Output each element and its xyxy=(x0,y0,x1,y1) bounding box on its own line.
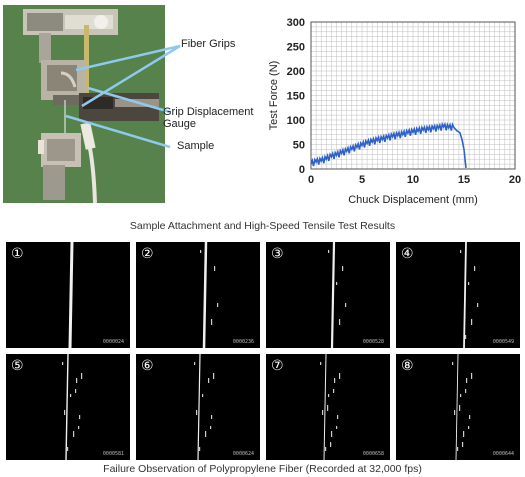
y-tick-label: 250 xyxy=(287,42,305,54)
fiber-image xyxy=(320,354,341,460)
failure-frame: ② 0000236 xyxy=(136,242,260,348)
failure-frame: ③ 0000528 xyxy=(266,242,390,348)
fiber-image xyxy=(328,242,347,348)
frame-stamp: 0000528 xyxy=(362,339,384,345)
y-axis-label: Test Force (N) xyxy=(268,61,280,131)
label-fiber-grips: Fiber Grips xyxy=(181,38,236,50)
failure-frame: ⑥ 0000624 xyxy=(136,354,260,460)
frame-number: ⑥ xyxy=(141,358,154,374)
fiber-image xyxy=(68,242,74,348)
failure-frame: ⑧ 0000644 xyxy=(396,354,520,460)
y-tick-label: 100 xyxy=(287,115,305,127)
failure-frame: ① 0000024 xyxy=(6,242,130,348)
frame-stamp: 0000024 xyxy=(102,339,124,345)
frame-number: ② xyxy=(141,246,154,262)
failure-frame: ⑤ 0000581 xyxy=(6,354,130,460)
fiber-image xyxy=(460,242,479,348)
x-tick-label: 5 xyxy=(359,174,365,186)
x-tick-label: 10 xyxy=(407,174,419,186)
y-tick-label: 200 xyxy=(287,66,305,78)
y-tick-label: 0 xyxy=(299,164,305,176)
fiber-image xyxy=(62,354,83,460)
x-tick-label: 20 xyxy=(509,174,521,186)
frame-stamp: 0000658 xyxy=(362,451,384,457)
failure-frame: ④ 0000549 xyxy=(396,242,520,348)
frame-number: ⑧ xyxy=(401,358,414,374)
label-sample: Sample xyxy=(177,140,215,152)
frame-number: ① xyxy=(11,246,24,262)
frame-number: ⑤ xyxy=(11,358,24,374)
frame-stamp: 0000644 xyxy=(492,451,514,457)
photo-callouts: Fiber Grips Grip Displacement Gauge Samp… xyxy=(0,0,265,205)
caption-bottom: Failure Observation of Polypropylene Fib… xyxy=(103,463,422,475)
y-tick-label: 50 xyxy=(293,140,305,152)
frame-stamp: 0000624 xyxy=(232,451,254,457)
label-gauge: Gauge xyxy=(163,118,197,130)
y-tick-label: 300 xyxy=(287,17,305,29)
series-line xyxy=(310,121,467,169)
frame-number: ④ xyxy=(401,246,414,262)
frame-stamp: 0000236 xyxy=(232,339,254,345)
frame-stamp: 0000581 xyxy=(102,451,124,457)
tensile-test-chart: 0 50 100 150 200 250 300 0 5 10 15 20 Chuck Displace… xyxy=(268,17,521,206)
plot-frame xyxy=(310,21,516,170)
callout-lines xyxy=(65,44,181,149)
caption-top: Sample Attachment and High-Speed Tensile… xyxy=(129,220,396,232)
x-axis-label: Chuck Displacement (mm) xyxy=(348,194,478,206)
frame-stamp: 0000549 xyxy=(492,339,514,345)
fiber-image xyxy=(194,354,215,460)
failure-frame: ⑦ 0000658 xyxy=(266,354,390,460)
failure-frames-grid: ① 0000024 ② 0000236 ③ 0000528 ④ 0000549 ⑤ 0000581… xyxy=(6,242,524,462)
x-tick-label: 0 xyxy=(308,174,314,186)
x-tick-label: 15 xyxy=(458,174,470,186)
frame-number: ③ xyxy=(271,246,284,262)
label-grip-displacement: Grip Displacement xyxy=(163,106,254,118)
fiber-image xyxy=(200,242,219,348)
frame-number: ⑦ xyxy=(271,358,284,374)
y-tick-label: 150 xyxy=(287,91,305,103)
fiber-image xyxy=(452,354,473,460)
